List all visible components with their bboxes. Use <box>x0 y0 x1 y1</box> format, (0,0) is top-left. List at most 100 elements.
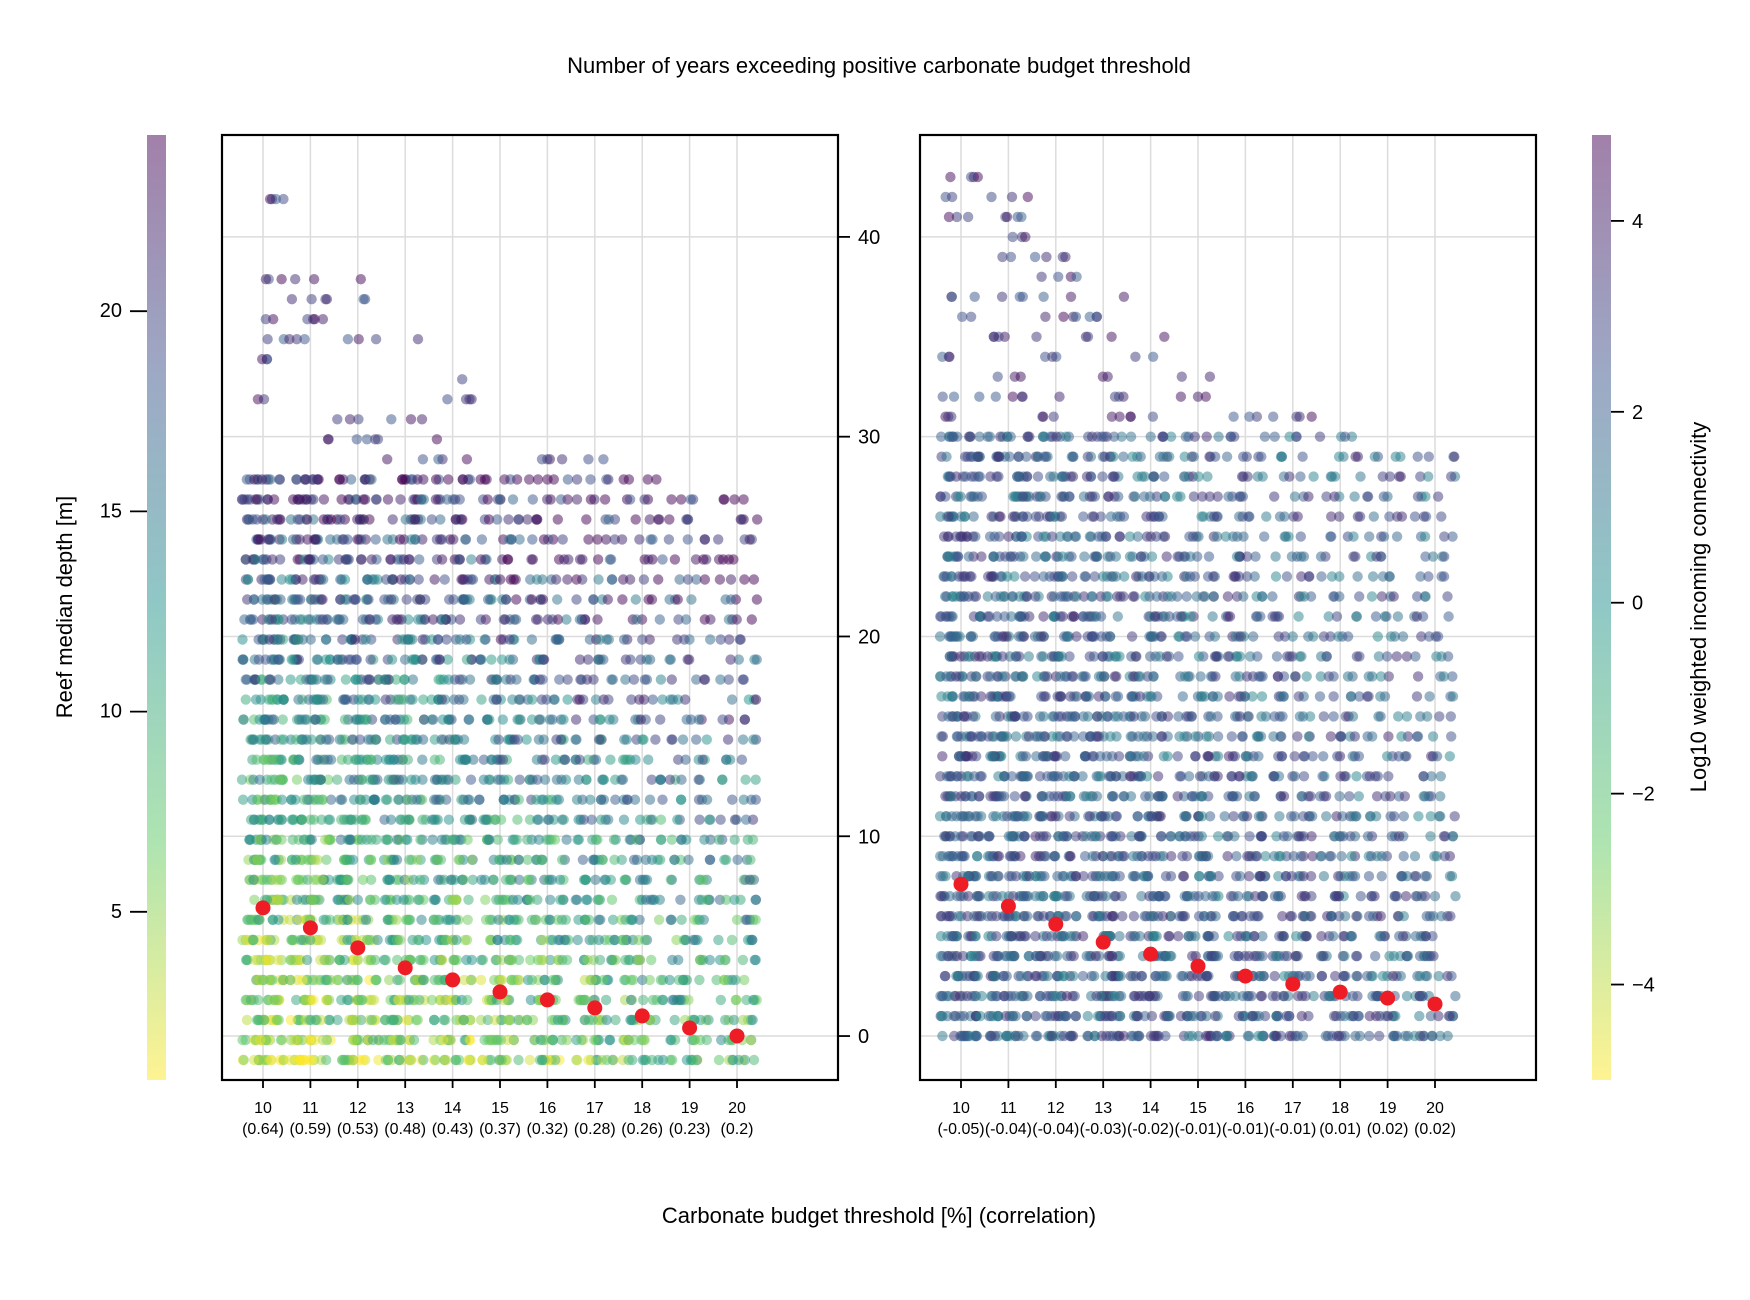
data-point <box>1053 711 1064 722</box>
data-point <box>514 714 525 725</box>
data-point <box>1093 691 1105 702</box>
data-point <box>729 834 740 845</box>
data-point <box>428 1014 440 1026</box>
data-point <box>587 934 599 946</box>
data-point <box>1037 431 1049 442</box>
data-point <box>382 534 393 545</box>
data-point <box>938 531 950 542</box>
data-point <box>315 774 326 785</box>
data-point <box>748 734 759 745</box>
data-point <box>514 774 525 785</box>
data-point <box>323 1014 335 1026</box>
data-point <box>644 974 655 986</box>
data-point <box>485 1034 496 1046</box>
data-point <box>664 974 675 986</box>
data-point <box>243 914 254 925</box>
data-point <box>320 634 332 645</box>
data-point <box>505 954 516 966</box>
data-point <box>324 814 336 825</box>
data-point <box>583 534 594 545</box>
data-point <box>1048 411 1059 422</box>
data-point <box>316 594 327 605</box>
data-point <box>514 534 525 545</box>
data-point <box>533 834 545 845</box>
data-point <box>1024 611 1035 622</box>
data-point <box>683 854 694 865</box>
data-point <box>1021 591 1033 602</box>
data-point <box>417 734 429 745</box>
data-point <box>1197 491 1208 502</box>
data-point <box>332 414 343 425</box>
data-point <box>1130 970 1142 982</box>
data-point <box>1003 691 1015 702</box>
data-point <box>1030 831 1041 842</box>
data-point <box>404 854 415 865</box>
data-point <box>697 754 708 765</box>
data-point <box>1187 950 1198 962</box>
data-point <box>312 854 323 865</box>
data-point <box>527 494 538 505</box>
data-point <box>948 931 959 942</box>
data-point <box>272 954 283 966</box>
data-point <box>1179 551 1191 562</box>
data-point <box>382 1054 394 1066</box>
data-point <box>691 734 702 745</box>
data-point <box>483 514 495 525</box>
data-point <box>442 394 453 405</box>
data-point <box>1001 1030 1012 1042</box>
data-point <box>402 754 413 765</box>
data-point <box>288 494 299 505</box>
data-point <box>599 874 610 885</box>
data-point <box>297 574 308 585</box>
data-point <box>352 534 363 545</box>
data-point <box>1055 571 1067 582</box>
data-point <box>1221 831 1233 842</box>
data-point <box>352 1034 363 1046</box>
data-point <box>417 814 428 825</box>
data-point <box>600 994 612 1006</box>
data-point <box>1135 451 1146 462</box>
data-point <box>1013 451 1024 462</box>
data-point <box>982 591 993 602</box>
data-point <box>457 674 468 685</box>
data-point <box>1114 931 1125 942</box>
data-point <box>1107 791 1118 802</box>
data-point <box>958 1030 970 1042</box>
data-point <box>1007 231 1018 243</box>
data-point <box>634 694 645 705</box>
data-point <box>1040 851 1052 862</box>
data-point <box>1081 950 1092 962</box>
data-point <box>267 914 278 925</box>
data-point <box>372 934 383 946</box>
data-point <box>317 554 329 565</box>
data-point <box>751 654 762 665</box>
data-point <box>1100 891 1112 902</box>
data-point <box>719 954 730 966</box>
data-point <box>956 851 968 862</box>
data-point <box>1078 611 1089 622</box>
data-point <box>486 754 497 765</box>
data-point <box>1047 351 1058 362</box>
data-point <box>1049 771 1060 782</box>
data-point <box>1189 571 1201 582</box>
data-point <box>1059 671 1071 682</box>
data-point <box>1112 691 1124 702</box>
data-point <box>1101 1010 1112 1022</box>
data-point <box>401 914 412 925</box>
data-point <box>1018 491 1029 502</box>
data-point <box>1139 911 1150 922</box>
data-point <box>1022 711 1033 722</box>
data-point <box>944 891 955 902</box>
data-point <box>402 794 413 805</box>
data-point <box>276 734 287 745</box>
data-point <box>937 990 948 1002</box>
data-point <box>574 754 585 765</box>
data-point <box>1131 571 1142 582</box>
data-point <box>952 551 963 562</box>
data-point <box>953 970 964 982</box>
data-point <box>461 654 473 665</box>
data-point <box>430 1054 441 1066</box>
data-point <box>497 714 508 725</box>
data-point <box>498 794 509 805</box>
data-point <box>353 334 364 345</box>
